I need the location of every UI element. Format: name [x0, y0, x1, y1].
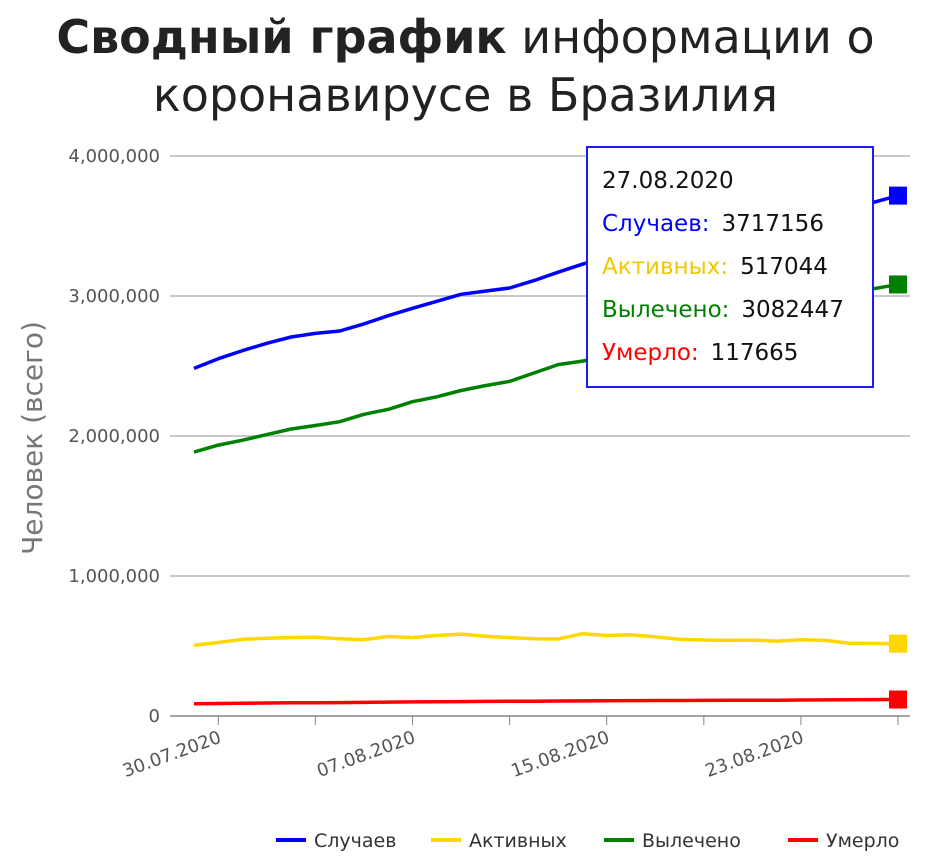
- chart-title-line2: коронавирусе в Бразилия: [152, 68, 779, 122]
- tooltip-date: 27.08.2020: [602, 168, 734, 194]
- chart-title-rest: информации о: [506, 10, 875, 64]
- legend-label[interactable]: Вылечено: [642, 830, 741, 852]
- legend: Случаев Активных Вылечено Умерло: [276, 830, 899, 852]
- y-tick-label: 3,000,000: [68, 286, 160, 307]
- series-end-marker[interactable]: [889, 634, 907, 653]
- y-tick-label: 4,000,000: [68, 146, 160, 167]
- tooltip-recovered-value: 3082447: [741, 297, 844, 323]
- tooltip-deaths-value: 117665: [710, 340, 799, 366]
- legend-label[interactable]: Умерло: [826, 830, 899, 852]
- tooltip-row-active: Активных: 517044: [602, 252, 872, 295]
- x-axis: 30.07.2020 07.08.2020 15.08.2020 23.08.2020: [120, 715, 910, 782]
- chart-title: Сводный график информации о коронавирусе…: [0, 8, 931, 124]
- y-tick-label: 1,000,000: [68, 566, 160, 587]
- tooltip-active-label: Активных:: [602, 254, 729, 280]
- x-tick-label: 15.08.2020: [508, 727, 612, 782]
- series-end-markers: [889, 186, 907, 709]
- tooltip-recovered-label: Вылечено:: [602, 297, 730, 323]
- tooltip-cases-value: 3717156: [721, 211, 824, 237]
- chart-title-line1: Сводный график информации о: [0, 8, 931, 66]
- y-axis-ticks: 0 1,000,000 2,000,000 3,000,000 4,000,000: [68, 146, 160, 727]
- tooltip-row-deaths: Умерло: 117665: [602, 338, 872, 381]
- y-axis-label: Человек (всего): [16, 321, 49, 555]
- legend-label[interactable]: Активных: [469, 830, 567, 852]
- tooltip-row-recovered: Вылечено: 3082447: [602, 295, 872, 338]
- x-tick-label: 23.08.2020: [703, 727, 807, 782]
- chart-title-bold: Сводный график: [56, 10, 507, 64]
- series-end-marker[interactable]: [889, 186, 907, 205]
- legend-label[interactable]: Случаев: [314, 830, 396, 852]
- y-tick-label: 2,000,000: [68, 426, 160, 447]
- x-tick-label: 07.08.2020: [314, 727, 418, 782]
- tooltip-cases-label: Случаев:: [602, 211, 710, 237]
- x-tick-label: 30.07.2020: [120, 727, 224, 782]
- series-line: [193, 697, 899, 706]
- y-tick-label: 0: [149, 706, 160, 727]
- tooltip-row-cases: Случаев: 3717156: [602, 209, 872, 252]
- series-line: [193, 631, 899, 648]
- data-tooltip: 27.08.2020 Случаев: 3717156 Активных: 5170…: [586, 146, 874, 388]
- series-end-marker[interactable]: [889, 690, 907, 709]
- series-end-marker[interactable]: [889, 275, 907, 294]
- tooltip-active-value: 517044: [740, 254, 828, 280]
- tooltip-deaths-label: Умерло:: [602, 340, 699, 366]
